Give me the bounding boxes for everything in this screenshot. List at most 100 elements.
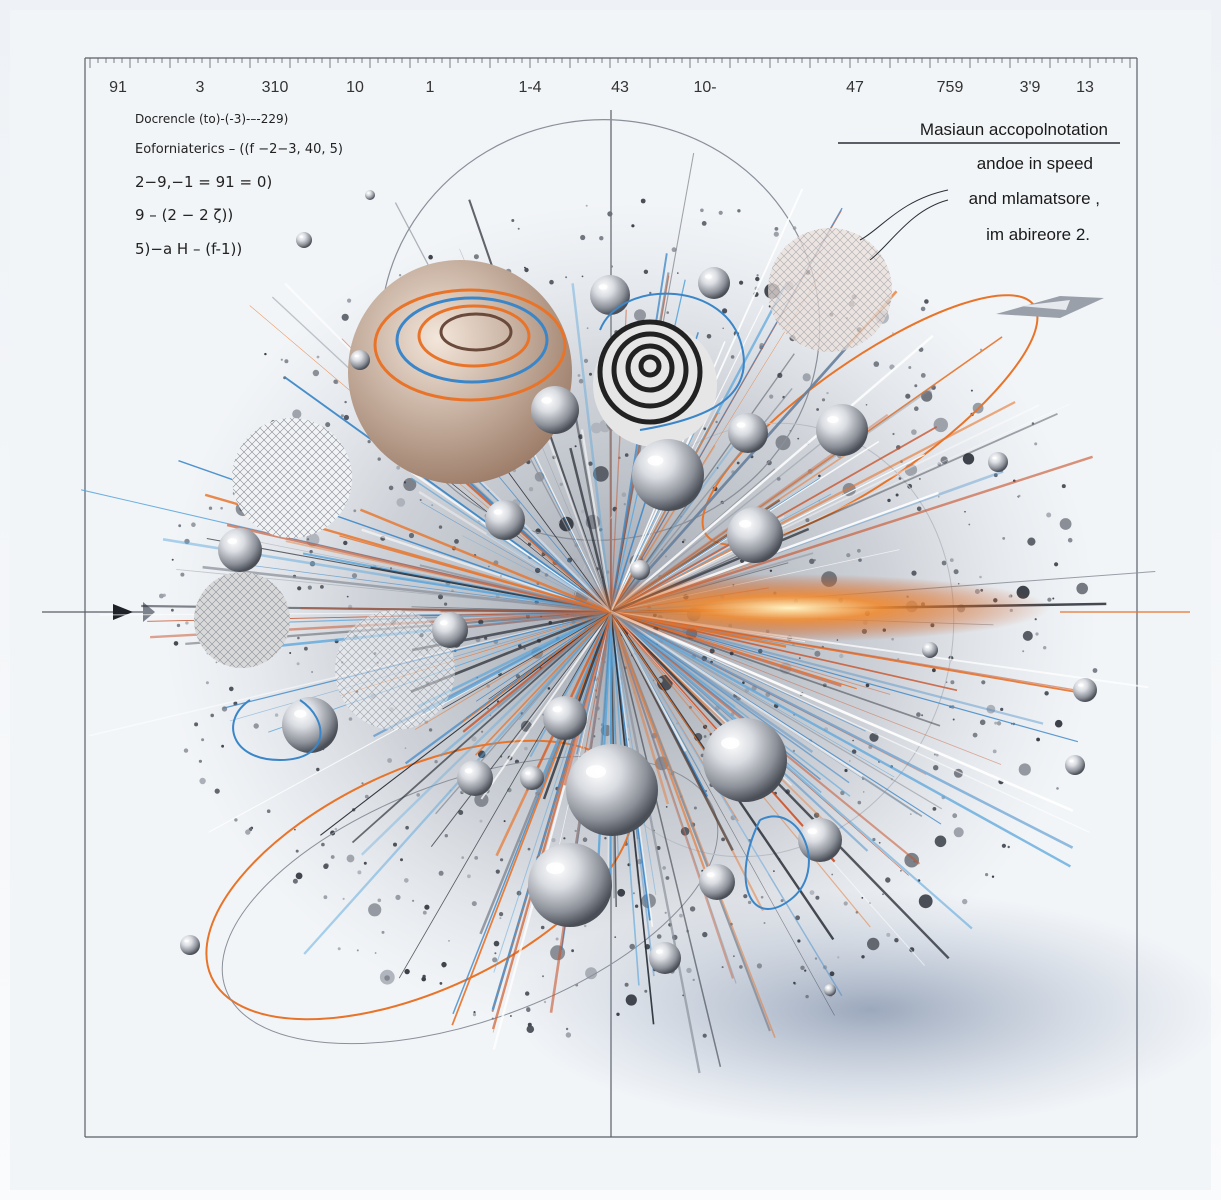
particle: [994, 721, 998, 725]
chrome-sphere: [457, 760, 493, 796]
particle: [364, 794, 369, 799]
particle: [344, 400, 347, 404]
particle: [1056, 787, 1059, 790]
particle: [821, 398, 826, 402]
particle: [384, 975, 390, 981]
chrome-sphere: [282, 697, 338, 753]
particle: [245, 829, 251, 835]
particle: [581, 509, 585, 514]
particle: [950, 680, 955, 685]
particle: [357, 870, 362, 875]
particle: [526, 1025, 535, 1033]
ray: [610, 412, 719, 613]
particle: [524, 266, 526, 269]
particle: [962, 898, 968, 905]
particle: [547, 687, 551, 690]
particle: [1007, 845, 1010, 849]
particle: [933, 753, 936, 756]
particle: [555, 937, 559, 941]
particle: [333, 379, 338, 384]
particle: [706, 334, 712, 339]
particle: [831, 873, 834, 876]
particle: [474, 792, 489, 807]
particle: [334, 827, 338, 831]
particle: [709, 648, 715, 654]
particle: [797, 939, 801, 943]
sphere-highlight: [464, 768, 473, 774]
scale-tick-label: 43: [611, 79, 629, 96]
chrome-sphere: [649, 942, 681, 974]
particle: [438, 525, 443, 529]
particle: [340, 414, 344, 418]
particle: [681, 540, 685, 544]
ray: [493, 611, 612, 973]
particle: [938, 496, 940, 498]
particle: [793, 981, 796, 985]
particle: [924, 299, 929, 304]
sphere-highlight: [367, 192, 370, 194]
chrome-sphere: [350, 350, 370, 370]
particle: [992, 749, 997, 754]
particle: [736, 461, 740, 465]
particle: [599, 528, 603, 532]
particle: [284, 359, 289, 364]
particle: [381, 930, 385, 934]
particle: [867, 937, 880, 951]
particle: [325, 422, 331, 428]
particle: [1067, 537, 1073, 543]
particle: [606, 570, 610, 574]
particle: [312, 369, 320, 377]
ray: [610, 611, 843, 997]
scale-tick-label: 10: [346, 79, 364, 96]
particle: [171, 608, 174, 612]
particle: [400, 858, 403, 862]
particle: [191, 522, 196, 527]
particle: [494, 952, 497, 955]
ray: [451, 611, 612, 1026]
particle: [662, 866, 666, 870]
particle: [424, 904, 430, 910]
particle: [1035, 632, 1039, 636]
particle: [396, 498, 406, 507]
particle: [403, 478, 417, 491]
particle: [493, 940, 500, 947]
particle: [1022, 650, 1025, 653]
sphere-highlight: [655, 949, 663, 954]
ray: [609, 344, 850, 613]
particle: [540, 925, 545, 930]
particle: [718, 210, 723, 215]
particle: [617, 888, 626, 897]
particle: [805, 994, 809, 999]
sphere-highlight: [1069, 759, 1074, 763]
ray: [609, 611, 670, 805]
ray: [474, 611, 612, 756]
sphere-highlight: [925, 645, 929, 648]
particle: [208, 506, 213, 510]
particle: [604, 837, 607, 840]
particle: [729, 651, 734, 656]
particle: [643, 269, 649, 274]
particle: [295, 849, 299, 853]
particle: [634, 309, 646, 322]
particle: [471, 901, 477, 907]
particle: [932, 668, 936, 673]
particle: [523, 647, 526, 650]
ray: [283, 376, 612, 613]
particle: [857, 548, 861, 553]
particle: [585, 967, 598, 980]
particle: [438, 594, 443, 600]
particle: [395, 894, 401, 901]
ray: [582, 611, 612, 764]
scale-tick-label: 47: [846, 79, 864, 96]
particle: [549, 279, 554, 285]
particle: [692, 978, 695, 982]
particle: [185, 621, 189, 625]
particle: [321, 842, 325, 847]
particle: [428, 728, 433, 732]
particle: [1052, 597, 1055, 600]
particle: [389, 567, 393, 570]
particle: [458, 810, 464, 815]
ray: [563, 611, 613, 786]
sphere-highlight: [706, 872, 715, 878]
particle: [739, 280, 744, 285]
